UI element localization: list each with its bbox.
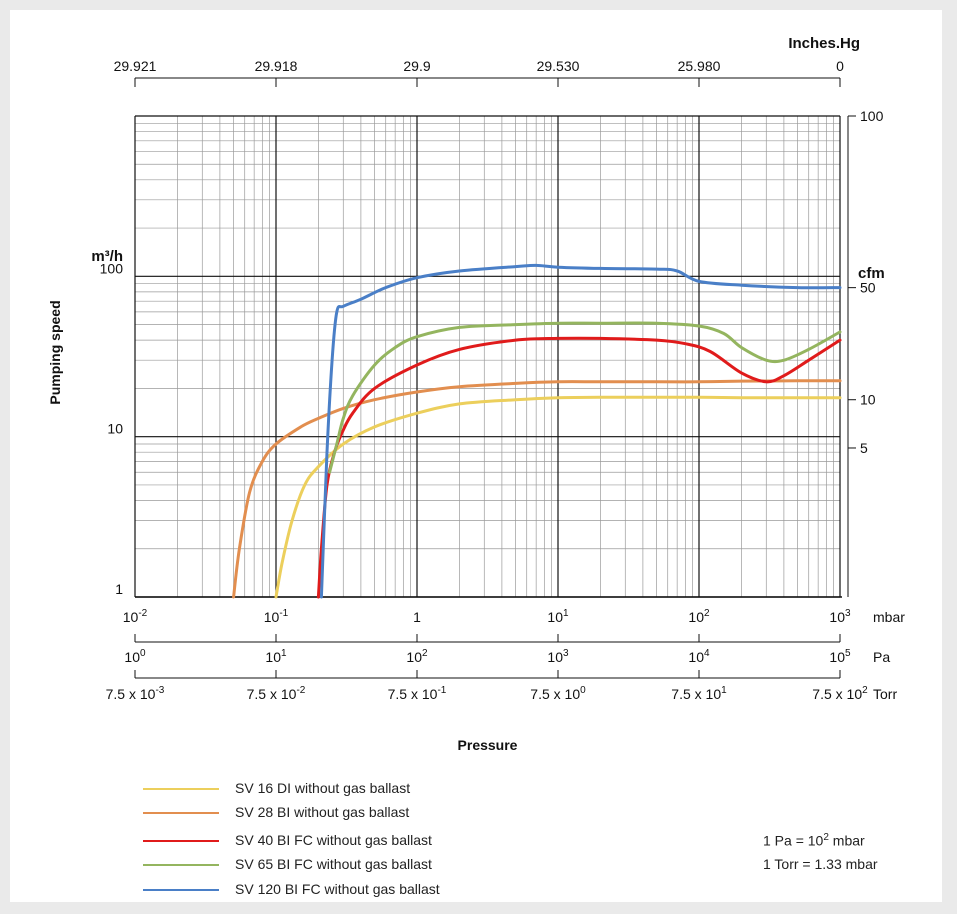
legend-label: SV 16 DI without gas ballast xyxy=(235,780,411,796)
pumping-speed-chart: 29.921 29.918 29.9 29.530 25.980 0 Inches.Hg 5 1… xyxy=(47,35,905,753)
left-axis-unit: m³/h xyxy=(91,248,123,265)
torr-tick-label: 7.5 x 100 xyxy=(530,685,586,702)
top-tick-label: 0 xyxy=(836,58,844,74)
series-line xyxy=(316,336,842,599)
torr-tick-label: 7.5 x 10-2 xyxy=(247,685,306,702)
series-line xyxy=(328,321,842,474)
chart-panel: 29.921 29.918 29.9 29.530 25.980 0 Inches.Hg 5 1… xyxy=(10,10,942,902)
torr-tick-label: 7.5 x 10-1 xyxy=(388,685,447,702)
legend-swatch xyxy=(143,812,219,814)
conversion-note-pa: 1 Pa = 102 mbar xyxy=(763,832,865,849)
mbar-tick-label: 101 xyxy=(547,608,569,625)
torr-tick-label: 7.5 x 10-3 xyxy=(106,685,165,702)
grid xyxy=(134,115,841,598)
mbar-tick-label: 10-2 xyxy=(123,608,148,625)
legend-swatch xyxy=(143,864,219,866)
pa-tick-label: 101 xyxy=(265,648,287,665)
mbar-unit: mbar xyxy=(873,609,905,625)
right-tick-label: 50 xyxy=(860,280,876,296)
right-tick-label: 5 xyxy=(860,440,868,456)
torr-tick-label: 7.5 x 102 xyxy=(812,685,868,702)
top-tick-label: 29.530 xyxy=(537,58,580,74)
top-tick-label: 29.9 xyxy=(403,58,430,74)
pa-tick-label: 104 xyxy=(688,648,710,665)
legend-swatch xyxy=(143,889,219,891)
mbar-tick-label: 102 xyxy=(688,608,710,625)
x-axis-title: Pressure xyxy=(458,737,518,753)
conversion-note-torr: 1 Torr = 1.33 mbar xyxy=(763,856,878,872)
top-tick-label: 29.921 xyxy=(114,58,157,74)
note-pa-exp: 2 xyxy=(823,832,829,843)
mbar-tick-label: 10-1 xyxy=(264,608,289,625)
mbar-tick-label: 1 xyxy=(413,609,421,625)
right-tick-label: 100 xyxy=(860,108,884,124)
legend-swatch xyxy=(143,840,219,842)
y-axis-title: Pumping speed xyxy=(47,300,63,404)
pa-tick-label: 103 xyxy=(547,648,569,665)
legend-label: SV 65 BI FC without gas ballast xyxy=(235,856,432,872)
legend-label: SV 40 BI FC without gas ballast xyxy=(235,832,432,848)
mbar-tick-label: 103 xyxy=(829,608,851,625)
pa-unit: Pa xyxy=(873,649,890,665)
top-axis-unit: Inches.Hg xyxy=(788,35,860,52)
series-line xyxy=(232,379,842,599)
left-tick-label: 10 xyxy=(107,421,123,437)
series-line xyxy=(274,395,842,599)
legend-label: SV 28 BI without gas ballast xyxy=(235,804,410,820)
pa-tick-label: 105 xyxy=(829,648,851,665)
torr-unit: Torr xyxy=(873,686,897,702)
left-tick-label: 1 xyxy=(115,581,123,597)
legend-label: SV 120 BI FC without gas ballast xyxy=(235,881,440,897)
right-tick-label: 10 xyxy=(860,392,876,408)
torr-tick-label: 7.5 x 101 xyxy=(671,685,727,702)
left-tick-label: 100 xyxy=(100,260,124,276)
series-line xyxy=(319,263,842,599)
top-tick-label: 29.918 xyxy=(255,58,298,74)
pa-tick-label: 100 xyxy=(124,648,146,665)
note-pa-base: 1 Pa = 10 xyxy=(763,832,824,849)
top-tick-label: 25.980 xyxy=(678,58,721,74)
right-axis-unit: cfm xyxy=(858,265,885,282)
note-pa-tail: mbar xyxy=(828,832,865,849)
legend-swatch xyxy=(143,788,219,790)
pa-tick-label: 102 xyxy=(406,648,428,665)
